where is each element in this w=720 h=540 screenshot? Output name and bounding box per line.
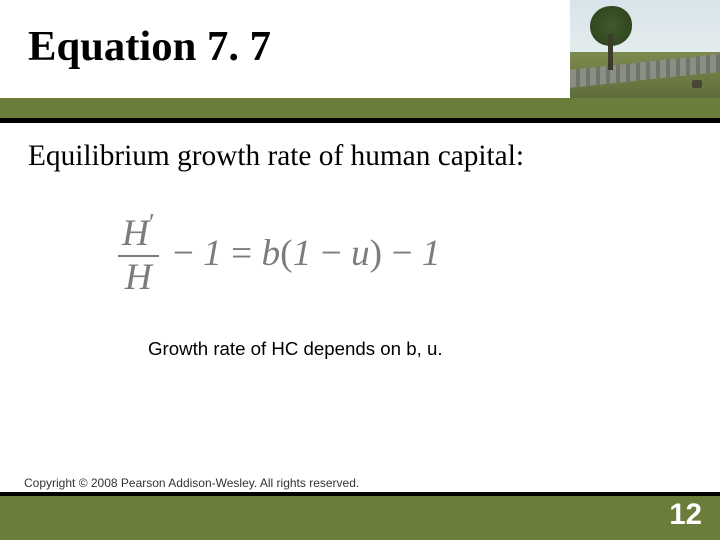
tree-trunk [608,34,613,70]
header-image [570,0,720,98]
green-bar [0,98,720,118]
equation: H′ H − 1 = b(1 − u) − 1 [118,209,692,298]
header: Equation 7. 7 [0,0,720,110]
copyright: Copyright © 2008 Pearson Addison-Wesley.… [24,476,359,490]
black-bar [0,118,720,123]
footer-green-bar [0,496,720,540]
tree-stump [692,80,702,88]
slide: Equation 7. 7 Equilibrium growth rate of… [0,0,720,540]
page-number: 12 [669,498,702,532]
equation-rhs: − 1 = b(1 − u) − 1 [173,232,441,275]
body: Equilibrium growth rate of human capital… [28,140,692,360]
header-divider [0,98,720,123]
footer: 12 [0,496,720,540]
caption-text: Growth rate of HC depends on b, u. [148,338,692,360]
fraction-numerator: H′ [118,209,159,255]
var-H-prime: H′ [122,213,155,254]
slide-title: Equation 7. 7 [28,22,271,71]
fraction-denominator: H [121,257,156,298]
fraction: H′ H [118,209,159,298]
lead-text: Equilibrium growth rate of human capital… [28,140,692,173]
